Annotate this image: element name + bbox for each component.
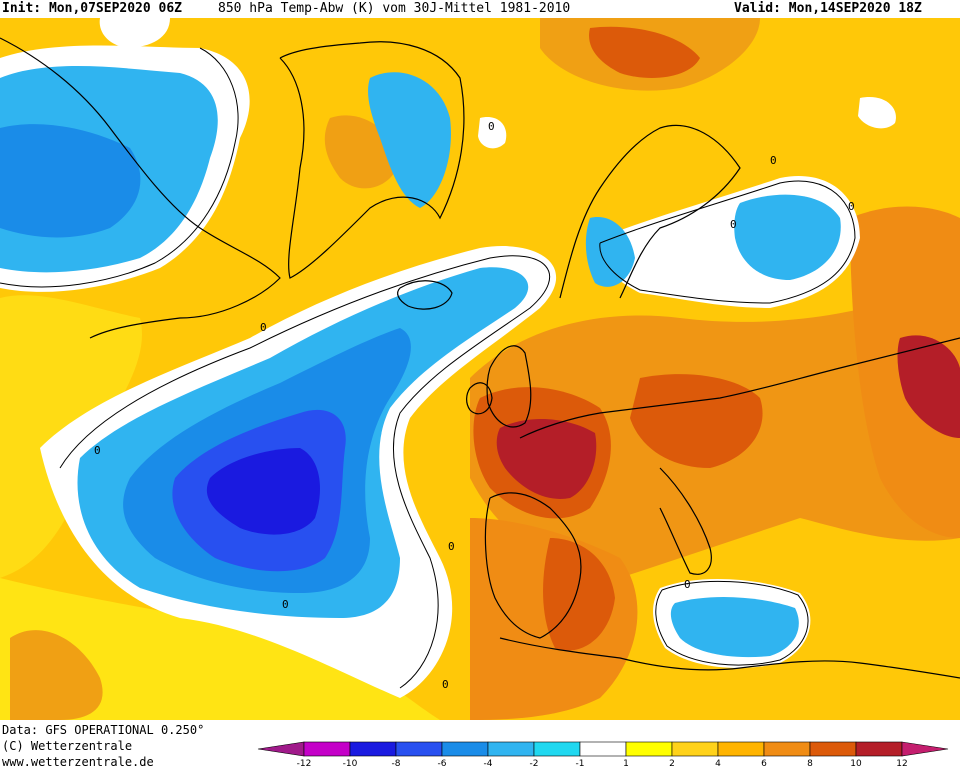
legend-tick-label: 2 — [669, 759, 675, 769]
contour-line-atlantic — [59, 255, 550, 689]
contour-label: 0 — [94, 444, 101, 457]
legend-color-box — [763, 741, 811, 757]
coastline-iceland — [397, 280, 453, 310]
legend-color-box — [855, 741, 903, 757]
coastline-canada — [0, 37, 281, 339]
copyright: (C) Wetterzentrale — [2, 739, 133, 753]
legend-tick-label: -6 — [438, 759, 447, 769]
warm-orange-sw — [10, 630, 103, 720]
contour-label: 0 — [282, 598, 289, 611]
warm-red-north — [589, 26, 700, 78]
site-url: www.wetterzentrale.de — [2, 755, 154, 769]
coastline-scandinavia — [559, 124, 741, 299]
legend-tick-label: 1 — [623, 759, 629, 769]
legend-color-box — [257, 741, 305, 757]
contour-label: 0 — [442, 678, 449, 691]
legend-color-box — [487, 741, 535, 757]
legend-ticks: -12 -10 -8 -6 -4 -2 -1 1 2 4 6 8 10 12 — [297, 759, 908, 769]
coastline-britain — [486, 345, 532, 428]
anomaly-map: 0 0 0 0 0 0 0 0 0 0 — [0, 18, 960, 720]
contour-label: 0 — [488, 120, 495, 133]
cold-darkblue-atlantic — [206, 448, 320, 535]
contour-labels: 0 0 0 0 0 0 0 0 0 0 — [94, 120, 855, 691]
legend-tick-label: 6 — [761, 759, 767, 769]
yellow-zone-south — [0, 578, 440, 720]
legend-tick-label: -1 — [576, 759, 585, 769]
white-patch-north — [478, 117, 507, 149]
legend-color-box — [579, 741, 627, 757]
white-patch-ne — [858, 97, 896, 129]
cold-greenland-east — [368, 72, 451, 208]
coastline-north-africa — [499, 637, 960, 679]
coastline-iberia — [484, 492, 582, 639]
contour-label: 0 — [448, 540, 455, 553]
contour-line-west — [0, 47, 239, 288]
cold-cyan-med — [670, 596, 799, 658]
valid-time: Valid: Mon,14SEP2020 18Z — [734, 1, 922, 16]
legend-color-box — [809, 741, 857, 757]
warm-darkred-russia — [897, 335, 960, 438]
contour-label: 0 — [770, 154, 777, 167]
legend-color-box — [349, 741, 397, 757]
init-time: Init: Mon,07SEP2020 06Z — [2, 1, 183, 16]
color-legend: -12 -10 -8 -6 -4 -2 -1 1 2 4 6 8 10 12 — [257, 741, 949, 769]
cold-cyan-scandinavia — [734, 194, 841, 280]
coastline-europe — [519, 337, 960, 439]
legend-color-box — [533, 741, 581, 757]
warm-darkred-france — [496, 418, 597, 499]
map-title: 850 hPa Temp-Abw (K) vom 30J-Mittel 1981… — [218, 1, 571, 16]
data-source: Data: GFS OPERATIONAL 0.250° — [2, 723, 205, 737]
warm-red-balkans — [630, 374, 763, 468]
contour-label: 0 — [848, 200, 855, 213]
legend-color-box — [395, 741, 443, 757]
contour-label: 0 — [260, 321, 267, 334]
legend-tick-label: -12 — [297, 759, 312, 769]
coastline-ireland — [466, 382, 493, 415]
legend-tick-label: 12 — [896, 759, 907, 769]
legend-tick-label: 4 — [715, 759, 721, 769]
legend-color-box — [671, 741, 719, 757]
contour-line-med — [655, 580, 809, 666]
legend-tick-label: 10 — [850, 759, 862, 769]
coastline-greenland — [279, 41, 465, 279]
legend-color-box — [303, 741, 351, 757]
legend-tick-label: -2 — [530, 759, 539, 769]
contour-label: 0 — [684, 578, 691, 591]
white-patch-nw — [99, 18, 170, 48]
contour-label: 0 — [730, 218, 737, 231]
legend-tick-label: 8 — [807, 759, 813, 769]
legend-color-box — [625, 741, 673, 757]
legend-tick-label: -10 — [343, 759, 358, 769]
map-footer: Data: GFS OPERATIONAL 0.250° (C) Wetterz… — [0, 720, 960, 772]
legend-color-box — [717, 741, 765, 757]
map-header: Init: Mon,07SEP2020 06Z 850 hPa Temp-Abw… — [0, 0, 960, 18]
legend-tick-label: -4 — [484, 759, 493, 769]
coastline-italy — [659, 467, 712, 575]
contour-line-scandinavia — [599, 180, 856, 304]
legend-color-box — [901, 741, 949, 757]
legend-color-box — [441, 741, 489, 757]
cold-deepblue-west — [0, 124, 141, 238]
map-area: 0 0 0 0 0 0 0 0 0 0 — [0, 18, 960, 720]
legend-boxes — [257, 741, 949, 757]
legend-tick-label: -8 — [392, 759, 401, 769]
